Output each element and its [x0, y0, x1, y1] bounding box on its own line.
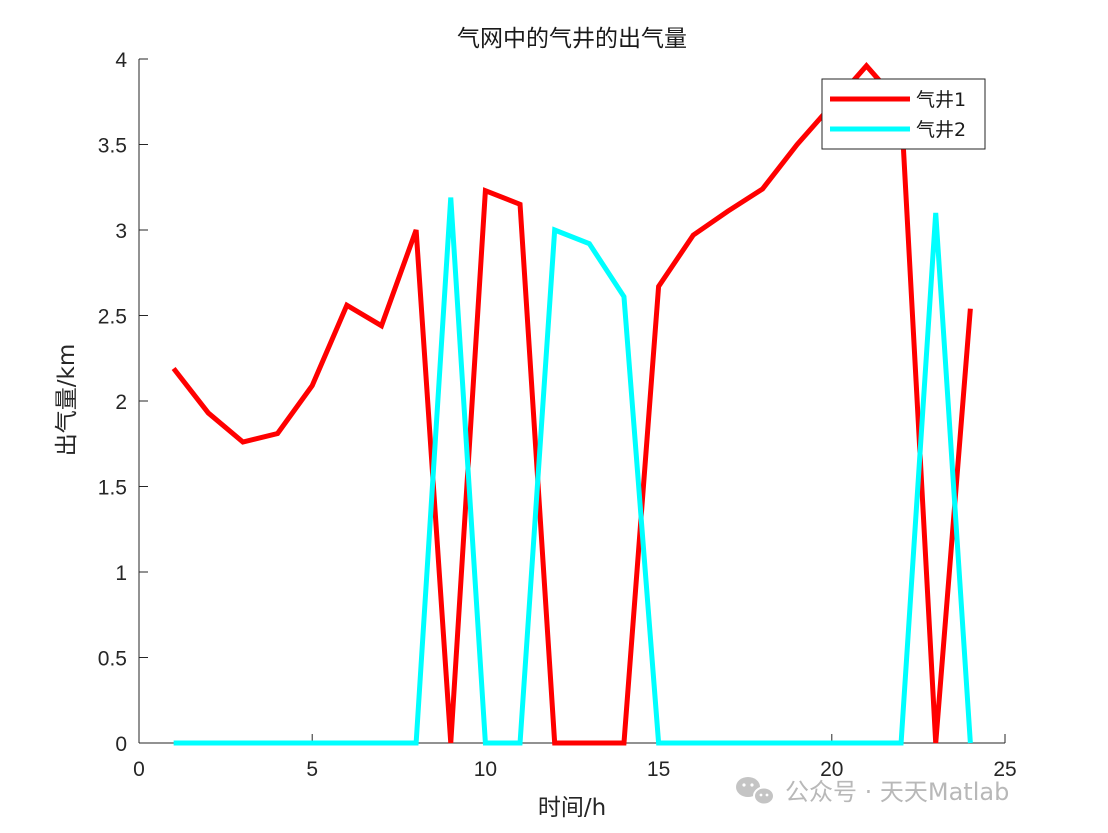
- y-tick-label: 2: [115, 391, 127, 414]
- axes: 0 5 10 15 20 25 0 0.5 1 1.5 2 2.5 3 3.5 4: [98, 49, 1017, 781]
- wechat-icon: [736, 777, 775, 806]
- x-axis-label: 时间/h: [538, 795, 606, 821]
- y-tick-label: 0.5: [98, 648, 127, 671]
- series-line-2: [173, 197, 973, 746]
- legend-label: 气井1: [916, 89, 966, 111]
- watermark: 公众号 · 天天Matlab: [736, 777, 1009, 806]
- y-tick-label: 2.5: [98, 306, 127, 329]
- x-tick-label: 20: [820, 758, 843, 781]
- x-tick-label: 25: [993, 758, 1016, 781]
- legend-box: [821, 78, 986, 150]
- legend-label: 气井2: [916, 119, 966, 141]
- y-tick-label: 0: [115, 733, 127, 756]
- y-tick-label: 3: [115, 220, 127, 243]
- watermark-text: 公众号 · 天天Matlab: [785, 778, 1009, 806]
- x-tick-label: 0: [133, 758, 145, 781]
- x-tick-label: 5: [306, 758, 318, 781]
- y-tick-label: 1.5: [98, 477, 127, 500]
- y-tick-label: 4: [115, 49, 127, 72]
- series-line-1: [171, 62, 973, 746]
- chart-title: 气网中的气井的出气量: [457, 26, 687, 52]
- y-axis-label: 出气量/km: [54, 344, 80, 456]
- x-tick-label: 15: [647, 758, 670, 781]
- y-tick-label: 3.5: [98, 135, 127, 158]
- y-tick-label: 1: [115, 562, 127, 585]
- x-tick-label: 10: [474, 758, 497, 781]
- series-lines: [171, 62, 973, 746]
